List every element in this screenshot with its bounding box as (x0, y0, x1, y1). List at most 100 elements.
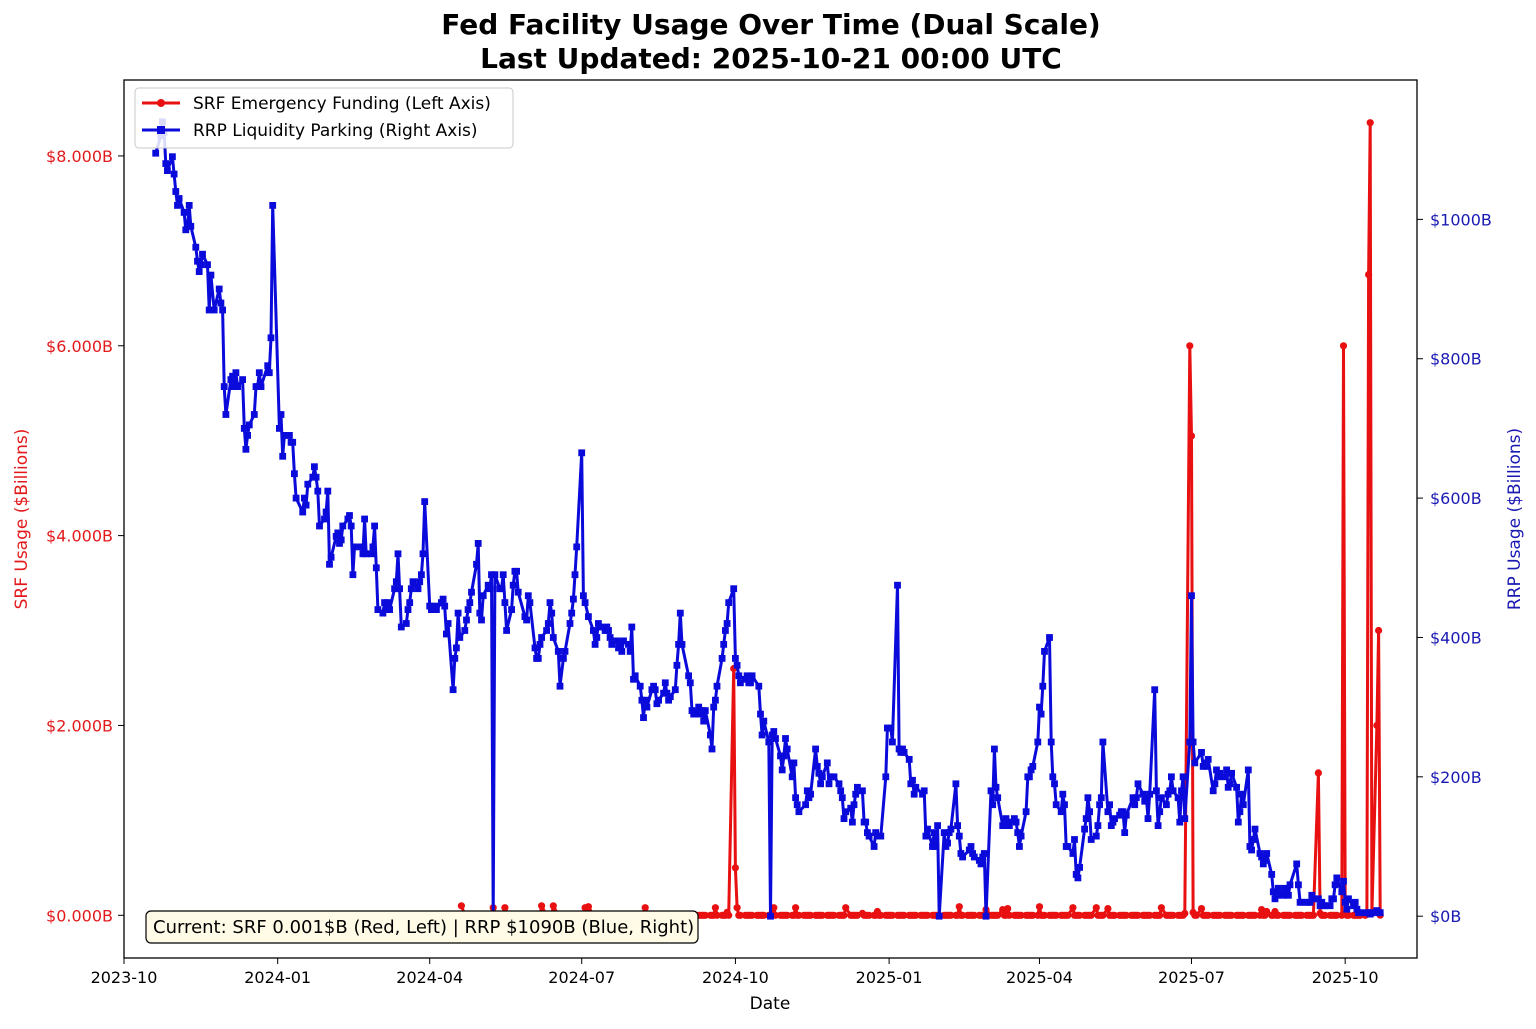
rrp-point (1153, 787, 1160, 795)
srf-point (1035, 903, 1044, 911)
rrp-point (1071, 836, 1078, 843)
rrp-point (1201, 759, 1209, 767)
rrp-point (474, 540, 482, 547)
rrp-point (989, 801, 997, 809)
rrp-point (732, 655, 739, 662)
right-y-tick-label: $0B (1430, 907, 1461, 926)
rrp-point (406, 599, 414, 606)
rrp-point (566, 620, 574, 627)
rrp-point (1228, 769, 1235, 777)
rrp-point (838, 794, 846, 802)
rrp-point (336, 540, 343, 547)
rrp-point (264, 362, 272, 370)
rrp-point (346, 512, 353, 519)
rrp-point (549, 634, 557, 641)
legend-srf-label: SRF Emergency Funding (Left Axis) (193, 94, 491, 114)
rrp-point (859, 787, 866, 795)
srf-point (1099, 911, 1107, 919)
rrp-point (205, 306, 213, 314)
rrp-point (823, 759, 831, 767)
rrp-point (175, 195, 183, 202)
srf-point (584, 903, 593, 911)
srf-point (1333, 911, 1341, 919)
rrp-point (944, 839, 951, 847)
rrp-point (508, 606, 515, 613)
srf-point (1076, 911, 1084, 919)
rrp-point (782, 735, 789, 742)
rrp-point (468, 588, 475, 596)
srf-point (1005, 911, 1014, 919)
rrp-point (162, 160, 170, 167)
rrp-point (1209, 787, 1217, 795)
rrp-point (1226, 780, 1234, 788)
rrp-point (1261, 857, 1269, 864)
srf-point (725, 911, 733, 919)
x-tick-label: 2025-07 (1158, 968, 1225, 987)
rrp-point (374, 606, 382, 613)
srf-point (830, 911, 838, 919)
rrp-point (392, 578, 400, 586)
rrp-point (591, 641, 599, 648)
rrp-point (1321, 902, 1329, 910)
rrp-point (605, 627, 612, 634)
rrp-point (431, 602, 439, 610)
x-tick-label: 2025-10 (1312, 968, 1379, 987)
srf-point (457, 902, 465, 910)
srf-point (1156, 911, 1164, 919)
rrp-point (279, 452, 287, 460)
rrp-point (267, 334, 275, 342)
left-y-tick-label: $8.000B (46, 147, 113, 166)
legend: SRF Emergency Funding (Left Axis) RRP Li… (134, 87, 514, 149)
rrp-point (618, 648, 626, 655)
rrp-point (1002, 815, 1010, 822)
rrp-point (1330, 895, 1337, 903)
rrp-point (695, 703, 703, 711)
srf-point (1069, 904, 1077, 912)
rrp-point (922, 832, 930, 840)
rrp-point (894, 581, 901, 589)
rrp-point (1274, 884, 1282, 892)
rrp-point (404, 606, 412, 613)
rrp-point (1052, 801, 1060, 809)
srf-point (1111, 911, 1119, 919)
srf-point (538, 902, 546, 910)
rrp-point (688, 707, 696, 714)
rrp-point (1298, 898, 1306, 906)
rrp-point (945, 829, 953, 836)
left-y-tick-label: $2.000B (46, 716, 113, 735)
rrp-point (316, 522, 323, 530)
rrp-point (767, 912, 774, 920)
plot-area-frame (123, 79, 1418, 959)
rrp-point (1234, 818, 1242, 826)
rrp-point (536, 641, 544, 648)
rrp-point (312, 473, 320, 481)
rrp-point (643, 703, 651, 711)
rrp-point (924, 825, 931, 833)
rrp-point (454, 609, 462, 617)
rrp-point (419, 550, 427, 558)
rrp-point (265, 369, 273, 377)
rrp-point (473, 560, 480, 568)
srf-point (1321, 911, 1329, 919)
rrp-point (281, 432, 288, 439)
rrp-point (327, 553, 335, 561)
rrp-point (1011, 815, 1018, 822)
rrp-point (1026, 773, 1033, 781)
rrp-point (685, 672, 692, 680)
rrp-point (708, 745, 716, 753)
rrp-point (701, 707, 709, 714)
rrp-point (372, 564, 380, 572)
rrp-point (1084, 794, 1092, 802)
legend-box (134, 87, 514, 149)
rrp-point (1111, 815, 1118, 822)
rrp-point (1132, 794, 1140, 802)
rrp-point (531, 644, 539, 652)
srf-point (792, 904, 800, 912)
rrp-point (1331, 881, 1339, 889)
rrp-point (864, 829, 871, 836)
rrp-point (1134, 780, 1142, 788)
rrp-point (426, 602, 434, 610)
rrp-point (1156, 808, 1164, 816)
rrp-point (755, 682, 763, 690)
